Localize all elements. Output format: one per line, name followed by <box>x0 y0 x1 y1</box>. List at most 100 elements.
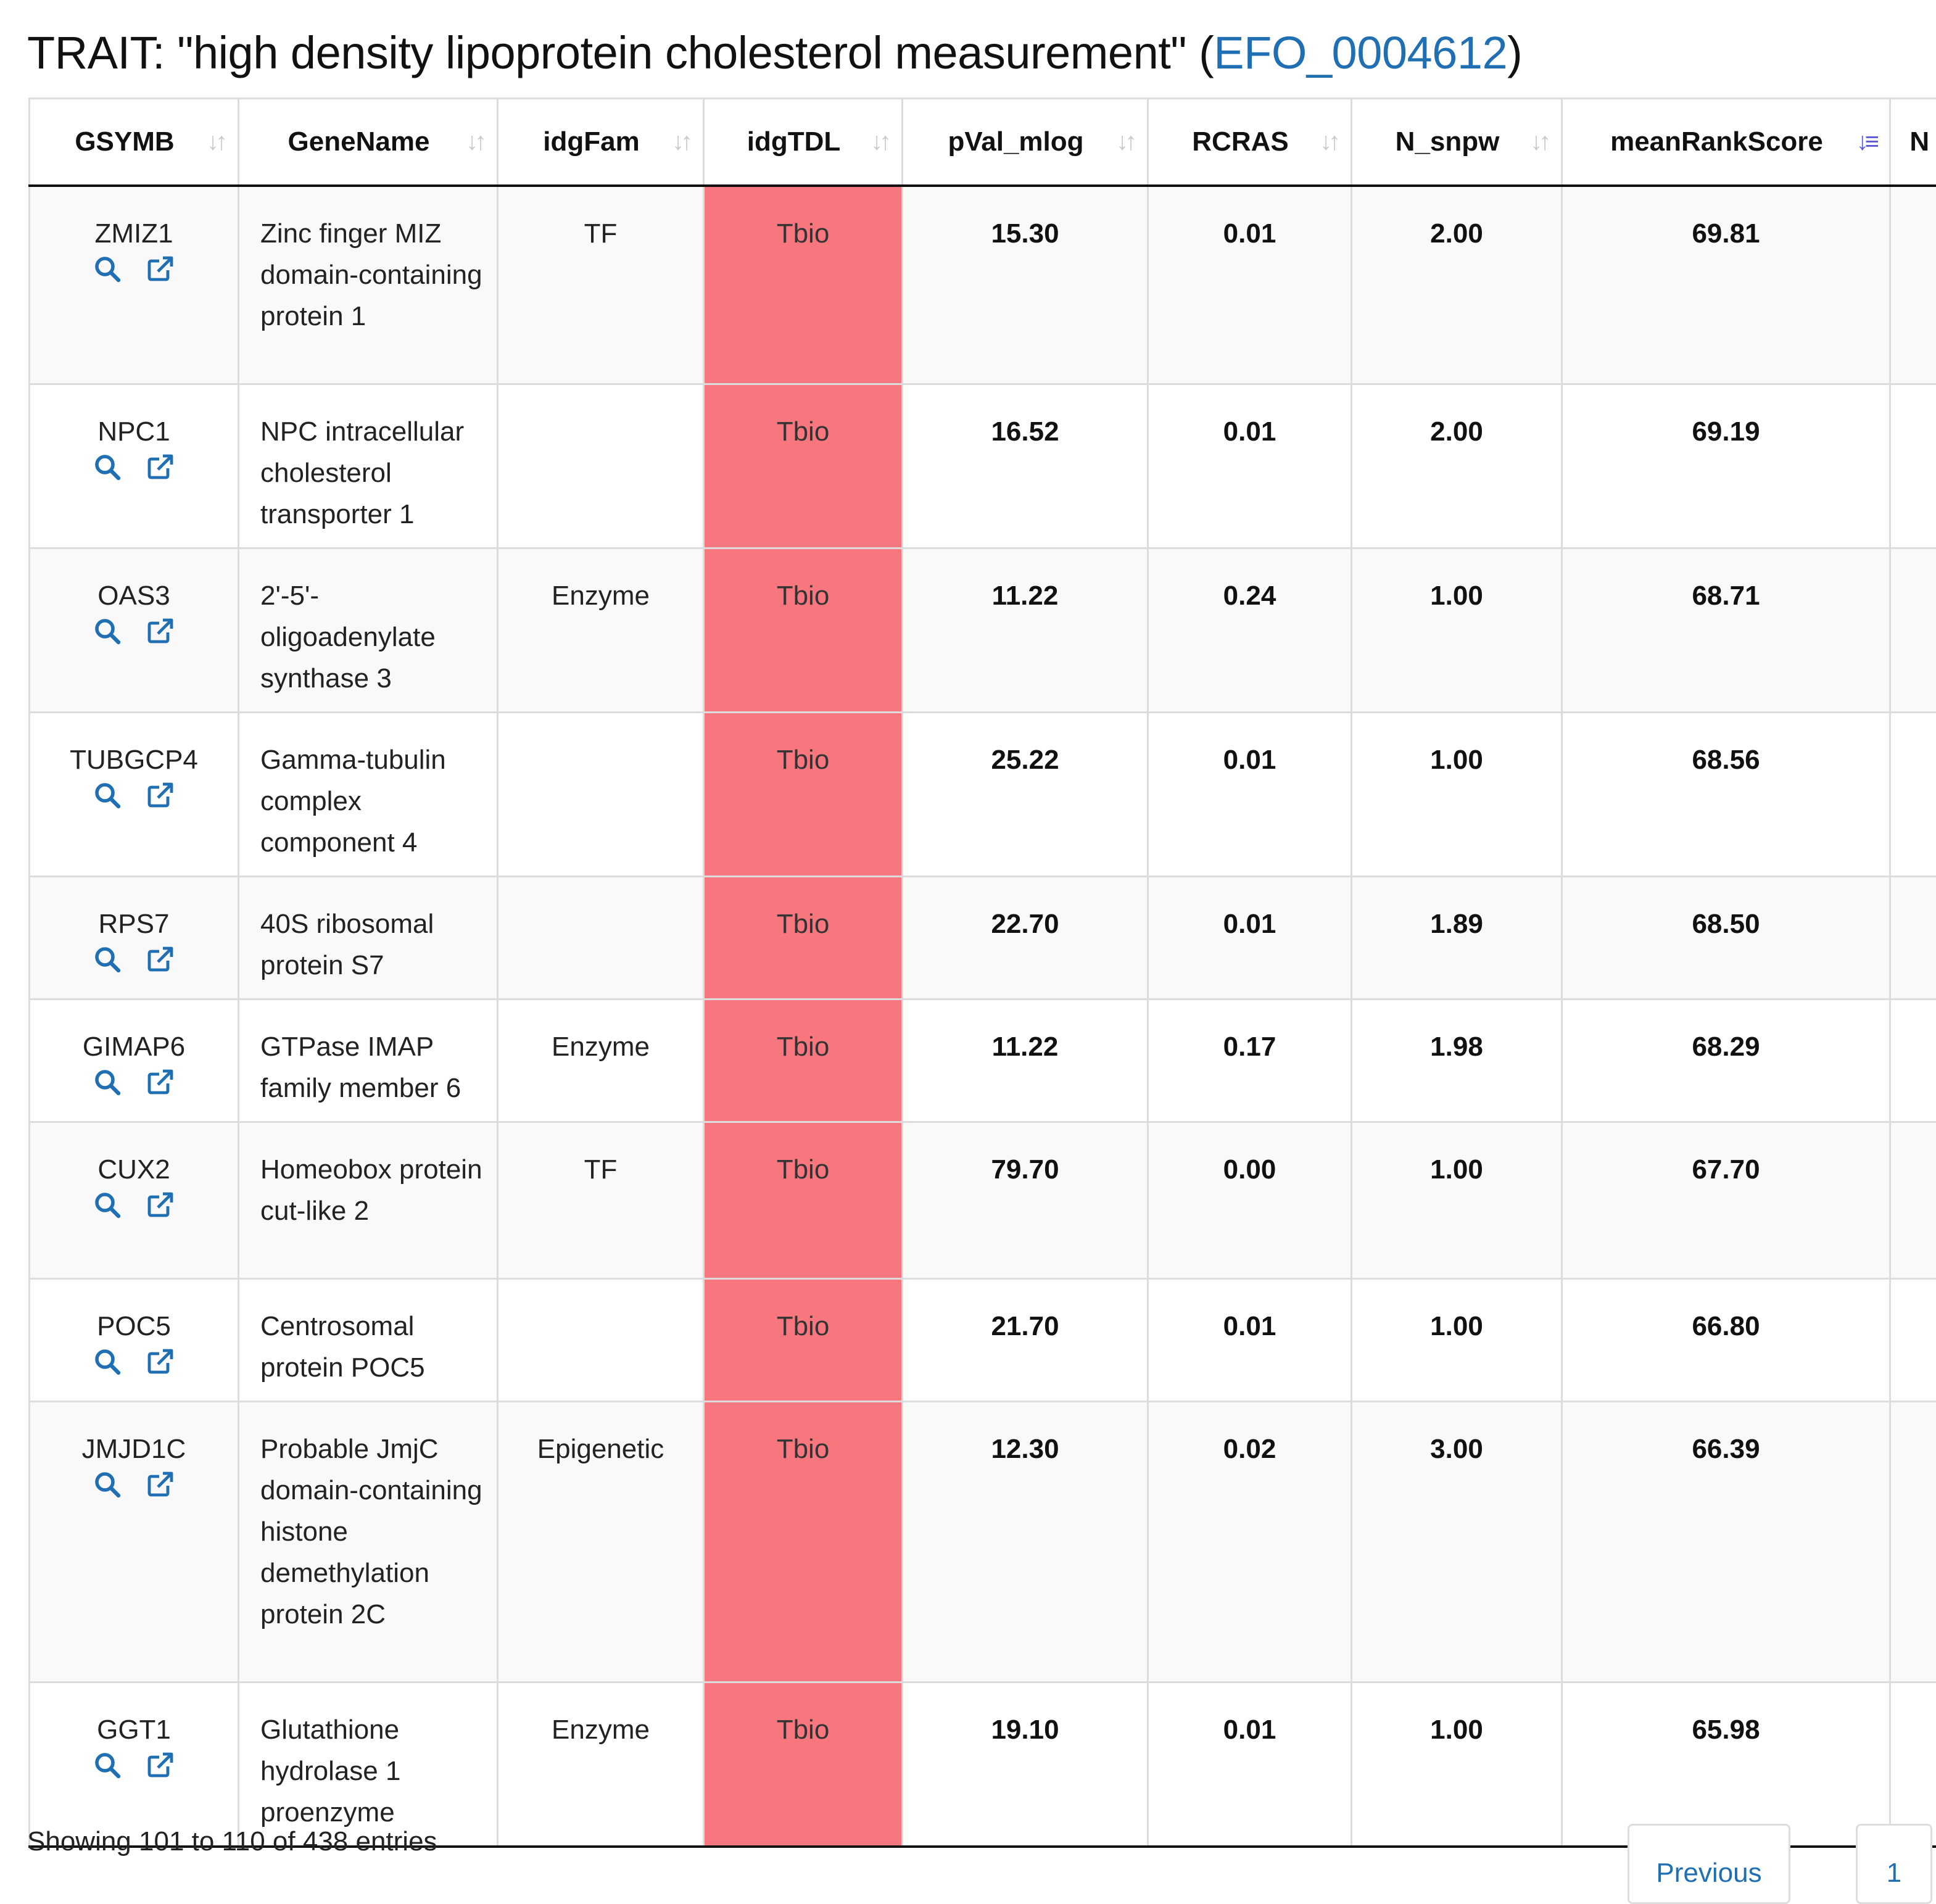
sort-both-icon[interactable]: ↓↑ <box>207 128 224 156</box>
idg-family-cell <box>498 1278 704 1401</box>
gene-symbol: CUX2 <box>43 1149 225 1190</box>
external-link-icon[interactable] <box>146 1470 175 1499</box>
n-cell <box>1890 548 1936 712</box>
rcras-cell: 0.01 <box>1148 1682 1352 1847</box>
idg-family-cell: Enzyme <box>498 548 704 712</box>
column-header-idgtdl[interactable]: idgTDL↓↑ <box>704 99 903 186</box>
column-header-n[interactable]: N <box>1890 99 1936 186</box>
rcras-cell: 0.17 <box>1148 999 1352 1122</box>
n-snpw-cell: 1.89 <box>1352 876 1562 999</box>
rcras-cell: 0.01 <box>1148 712 1352 876</box>
gene-actions <box>43 452 225 482</box>
column-header-genename[interactable]: GeneName ↓↑ <box>239 99 498 186</box>
gene-name-cell: Zinc finger MIZ domain-containing protei… <box>239 186 498 384</box>
column-header-gsymb[interactable]: GSYMB↓↑ <box>30 99 239 186</box>
search-icon[interactable] <box>93 945 122 974</box>
search-icon[interactable] <box>93 1347 122 1376</box>
mean-rank-score-cell: 66.80 <box>1562 1278 1890 1401</box>
external-link-icon[interactable] <box>146 1347 175 1376</box>
idg-tdl-cell: Tbio <box>704 1682 903 1847</box>
efo-link[interactable]: EFO_0004612 <box>1214 27 1507 78</box>
column-header-idgfam[interactable]: idgFam ↓↑ <box>498 99 704 186</box>
n-cell <box>1890 999 1936 1122</box>
page-1-label: 1 <box>1858 1858 1930 1889</box>
gene-symbol: NPC1 <box>43 411 225 452</box>
idg-family-cell: TF <box>498 186 704 384</box>
pval-mlog-cell: 22.70 <box>903 876 1148 999</box>
n-snpw-cell: 2.00 <box>1352 186 1562 384</box>
n-snpw-cell: 1.98 <box>1352 999 1562 1122</box>
n-snpw-cell: 3.00 <box>1352 1401 1562 1682</box>
gene-name-cell: NPC intracellular cholesterol transporte… <box>239 384 498 548</box>
rcras-cell: 0.01 <box>1148 876 1352 999</box>
sort-both-icon[interactable]: ↓↑ <box>1530 128 1547 156</box>
sort-both-icon[interactable]: ↓↑ <box>871 128 888 156</box>
gene-symbol: GGT1 <box>43 1709 225 1750</box>
column-header-meanrankscore[interactable]: meanRankScore↓≡ <box>1562 99 1890 186</box>
idg-tdl-cell: Tbio <box>704 384 903 548</box>
external-link-icon[interactable] <box>146 1750 175 1780</box>
pval-mlog-cell: 19.10 <box>903 1682 1148 1847</box>
idg-tdl-cell: Tbio <box>704 186 903 384</box>
n-cell <box>1890 1682 1936 1847</box>
search-icon[interactable] <box>93 1750 122 1780</box>
column-header-rcras[interactable]: RCRAS ↓↑ <box>1148 99 1352 186</box>
sort-desc-icon[interactable]: ↓≡ <box>1856 128 1876 156</box>
external-link-icon[interactable] <box>146 780 175 810</box>
n-snpw-cell: 1.00 <box>1352 548 1562 712</box>
external-link-icon[interactable] <box>146 254 175 284</box>
n-snpw-cell: 1.00 <box>1352 712 1562 876</box>
gene-actions <box>43 616 225 646</box>
previous-page-button[interactable]: Previous <box>1628 1824 1790 1904</box>
column-header-label: idgFam <box>543 126 639 157</box>
sort-both-icon[interactable]: ↓↑ <box>466 128 483 156</box>
idg-family-cell: Enzyme <box>498 1682 704 1847</box>
search-icon[interactable] <box>93 780 122 810</box>
gene-actions <box>43 945 225 974</box>
external-link-icon[interactable] <box>146 945 175 974</box>
search-icon[interactable] <box>93 254 122 284</box>
idg-family-cell: Epigenetic <box>498 1401 704 1682</box>
idg-family-cell <box>498 712 704 876</box>
idg-family-cell <box>498 876 704 999</box>
gene-symbol-cell: OAS3 <box>30 548 239 712</box>
search-icon[interactable] <box>93 616 122 646</box>
column-header-pval-mlog[interactable]: pVal_mlog ↓↑ <box>903 99 1148 186</box>
search-icon[interactable] <box>93 1470 122 1499</box>
pval-mlog-cell: 25.22 <box>903 712 1148 876</box>
sort-both-icon[interactable]: ↓↑ <box>1116 128 1133 156</box>
column-header-label: pVal_mlog <box>948 126 1083 157</box>
trait-title-prefix: TRAIT: "high density lipoprotein cholest… <box>27 27 1214 78</box>
search-icon[interactable] <box>93 1067 122 1097</box>
column-header-n-snpw[interactable]: N_snpw↓↑ <box>1352 99 1562 186</box>
n-snpw-cell: 1.00 <box>1352 1278 1562 1401</box>
external-link-icon[interactable] <box>146 1067 175 1097</box>
sort-both-icon[interactable]: ↓↑ <box>672 128 689 156</box>
gene-symbol: GIMAP6 <box>43 1026 225 1067</box>
table-header-row: GSYMB↓↑GeneName↓↑idgFam↓↑idgTDL↓↑pVal_ml… <box>30 99 1936 186</box>
page-1-button[interactable]: 1 <box>1856 1824 1932 1904</box>
rcras-cell: 0.02 <box>1148 1401 1352 1682</box>
rcras-cell: 0.24 <box>1148 548 1352 712</box>
search-icon[interactable] <box>93 452 122 482</box>
sort-both-icon[interactable]: ↓↑ <box>1320 128 1337 156</box>
rcras-cell: 0.01 <box>1148 186 1352 384</box>
external-link-icon[interactable] <box>146 616 175 646</box>
n-cell <box>1890 1122 1936 1278</box>
gene-symbol-cell: GIMAP6 <box>30 999 239 1122</box>
idg-tdl-cell: Tbio <box>704 876 903 999</box>
pval-mlog-cell: 15.30 <box>903 186 1148 384</box>
gene-symbol-cell: JMJD1C <box>30 1401 239 1682</box>
search-icon[interactable] <box>93 1190 122 1220</box>
idg-tdl-cell: Tbio <box>704 1401 903 1682</box>
external-link-icon[interactable] <box>146 452 175 482</box>
external-link-icon[interactable] <box>146 1190 175 1220</box>
column-header-label: N <box>1909 126 1929 157</box>
idg-tdl-cell: Tbio <box>704 1122 903 1278</box>
gene-symbol: OAS3 <box>43 575 225 616</box>
gene-actions <box>43 1750 225 1780</box>
column-header-label: GeneName <box>288 126 430 157</box>
column-header-label: RCRAS <box>1192 126 1288 157</box>
n-cell <box>1890 876 1936 999</box>
